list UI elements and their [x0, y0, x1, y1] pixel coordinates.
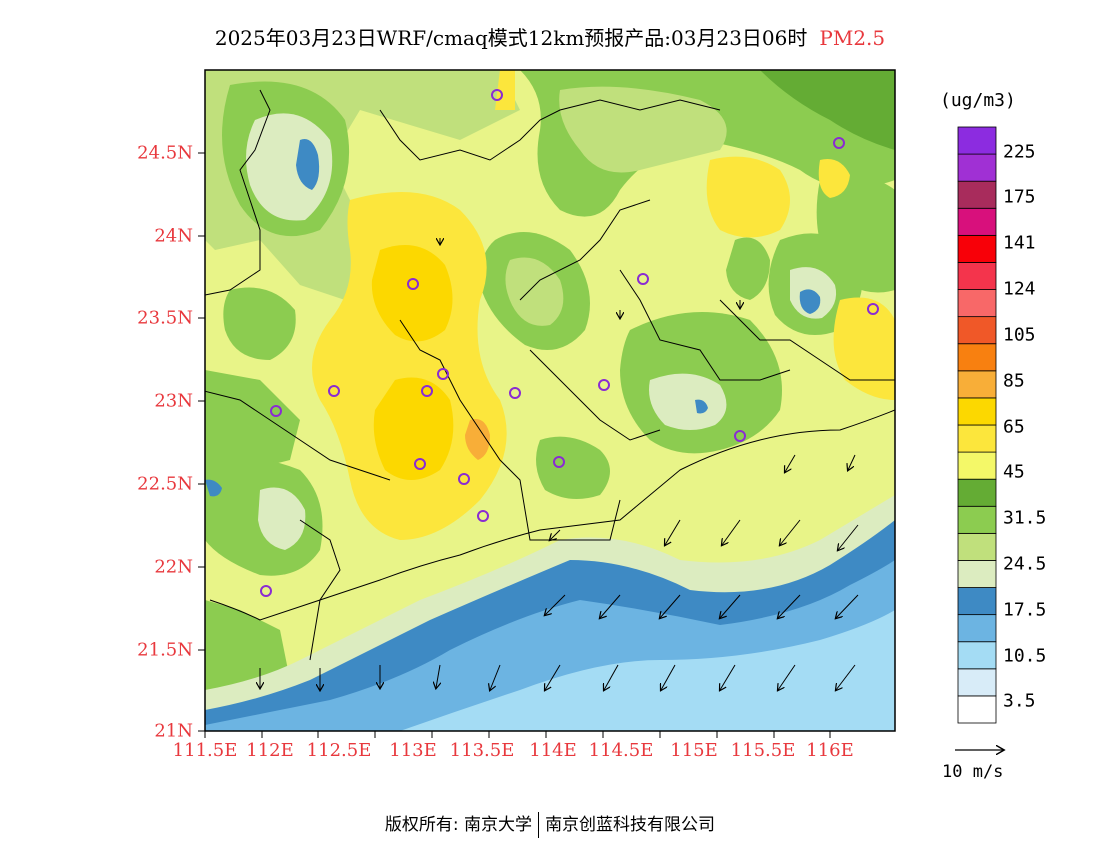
legend-swatch: [957, 424, 997, 453]
legend-label: 175: [1003, 186, 1036, 208]
yellow-zones: [312, 70, 895, 540]
lon-label-112.5: 112.5E: [306, 740, 372, 761]
lon-label-114: 114E: [529, 740, 577, 761]
legend-swatch: [957, 234, 997, 263]
legend-swatch: [957, 614, 997, 643]
legend-swatch: [957, 153, 997, 182]
legend-swatch: [957, 451, 997, 480]
city-marker: [437, 368, 449, 380]
legend-label: 225: [1003, 141, 1036, 163]
title-pollutant: PM2.5: [819, 26, 886, 50]
lat-label-24.5: 24.5N: [137, 142, 193, 164]
city-marker: [270, 405, 282, 417]
legend-swatch: [957, 316, 997, 345]
legend-colorbar: [957, 126, 997, 724]
axis-ticks: [198, 152, 831, 738]
concentration-field: [205, 70, 895, 731]
city-marker: [509, 387, 521, 399]
lat-label-23: 23N: [154, 390, 193, 412]
legend-swatch: [957, 289, 997, 318]
copyright-left: 版权所有: 南京大学: [384, 815, 533, 835]
city-marker: [734, 430, 746, 442]
lat-label-21: 21N: [154, 720, 193, 742]
city-marker: [598, 379, 610, 391]
legend-swatch: [957, 668, 997, 697]
legend-unit: (ug/m3): [940, 90, 1016, 111]
lon-label-113.5: 113.5E: [449, 740, 515, 761]
legend-label: 65: [1003, 416, 1025, 438]
city-marker: [833, 137, 845, 149]
city-marker: [407, 278, 419, 290]
city-marker: [260, 585, 272, 597]
legend-label: 45: [1003, 461, 1025, 483]
legend-swatch: [957, 532, 997, 561]
legend-label: 31.5: [1003, 507, 1047, 529]
city-marker: [458, 473, 470, 485]
legend-label: 85: [1003, 370, 1025, 392]
lat-label-23.5: 23.5N: [137, 307, 193, 329]
city-marker: [637, 273, 649, 285]
legend-label: 24.5: [1003, 553, 1047, 575]
city-marker: [867, 303, 879, 315]
legend-swatch: [957, 126, 997, 155]
legend-swatch: [957, 262, 997, 290]
lat-label-22: 22N: [154, 556, 193, 578]
legend-swatch: [957, 560, 997, 588]
copyright-divider: [538, 812, 540, 838]
city-marker: [477, 510, 489, 522]
legend-swatch: [957, 343, 997, 372]
legend-label: 3.5: [1003, 690, 1036, 712]
legend-swatch: [957, 207, 997, 236]
legend-swatch: [957, 180, 997, 209]
lon-label-115: 115E: [670, 740, 718, 761]
lat-label-22.5: 22.5N: [137, 473, 193, 495]
lon-label-115.5: 115.5E: [730, 740, 796, 761]
city-marker: [421, 385, 433, 397]
lat-label-24: 24N: [154, 225, 193, 247]
legend-label: 10.5: [1003, 645, 1047, 667]
lon-label-113: 113E: [389, 740, 437, 761]
lon-label-114.5: 114.5E: [588, 740, 654, 761]
legend-label: 17.5: [1003, 599, 1047, 621]
legend-label: 124: [1003, 278, 1036, 300]
copyright: 版权所有: 南京大学 南京创蓝科技有限公司: [0, 810, 1100, 838]
lon-label-116: 116E: [806, 740, 854, 761]
wind-scale-label: 10 m/s: [942, 762, 1004, 782]
wind-vectors: [260, 238, 859, 690]
copyright-right: 南京创蓝科技有限公司: [545, 815, 716, 835]
legend-label: 105: [1003, 324, 1036, 346]
title-main: 2025年03月23日WRF/cmaq模式12km预报产品:03月23日06时: [214, 26, 808, 50]
lon-label-111.5: 111.5E: [172, 740, 238, 761]
legend-swatch: [957, 695, 997, 724]
city-marker: [414, 458, 426, 470]
legend-swatch: [957, 397, 997, 426]
legend-swatch: [957, 587, 997, 616]
lat-label-21.5: 21.5N: [137, 639, 193, 661]
legend-swatch: [957, 478, 997, 507]
legend-swatch: [957, 505, 997, 534]
city-marker: [553, 456, 565, 468]
lon-label-112: 112E: [246, 740, 294, 761]
city-markers: [260, 89, 879, 597]
legend-swatch: [957, 370, 997, 399]
legend-swatch: [957, 641, 997, 670]
city-marker: [491, 89, 503, 101]
green-zones: [205, 70, 895, 705]
boundaries: [205, 89, 895, 661]
city-marker: [328, 385, 340, 397]
map-title: 2025年03月23日WRF/cmaq模式12km预报产品:03月23日06时 P…: [0, 22, 1100, 51]
legend-label: 141: [1003, 232, 1036, 254]
